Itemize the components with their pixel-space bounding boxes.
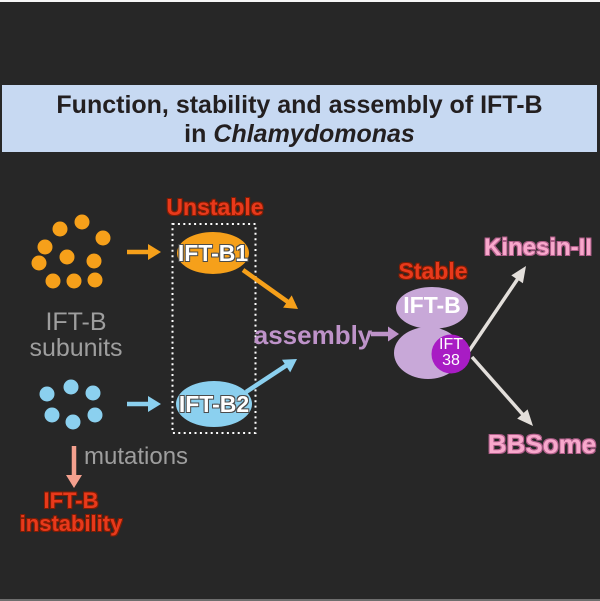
ift-b-subunits-line1: IFT-B [45,308,107,336]
ift-b-subunits-line2: subunits [29,334,123,362]
ift-b-instability-line2: instability [19,511,123,536]
ift-b-instability-label: IFT-B instability [20,489,123,535]
screen-edge-top [0,0,600,2]
screen-edge-bottom [0,599,600,601]
title-banner: Function, stability and assembly of IFT-… [2,85,597,152]
kinesin-arrow [467,266,526,352]
mutations-label: mutations [84,443,189,470]
ift-b2-ellipse [176,381,252,427]
title-organism-italic: Chlamydomonas [213,120,415,148]
blue-diagonal-arrow [244,359,297,394]
ift-b-complex-top-blob [396,287,468,329]
unstable-label: Unstable [166,194,264,220]
title-line-1: Function, stability and assembly of IFT-… [56,91,543,119]
orange-right-arrow [127,244,161,260]
assembly-right-arrow [371,326,399,342]
ift-b1-ellipse [177,232,249,274]
stable-label: Stable [398,258,468,284]
ift38-line1: IFT [439,336,463,353]
ift-b2-label: IFT-B2 [178,391,250,417]
title-line-2-prefix: in [184,120,207,148]
blue-right-arrow [127,396,161,412]
ift38-circle [431,334,471,374]
ift-b1-subunit-cluster [31,214,111,289]
bbsome-label: BBSome [487,429,597,459]
ift-b-complex-label: IFT-B [403,292,461,318]
bbsome-arrow [470,355,533,426]
ift38-line2: 38 [442,352,460,369]
mutations-down-arrow [66,446,82,488]
ift-b-instability-line1: IFT-B [43,488,99,513]
ift38-label: IFT 38 [439,337,463,369]
orange-diagonal-arrow [241,268,298,309]
title-line-2: in Chlamydomonas [2,120,597,149]
ift-b1-label: IFT-B1 [177,240,249,266]
ift-b-subunits-label: IFT-B subunits [29,309,122,361]
ift-b2-subunit-cluster [39,379,103,430]
kinesin-ii-label: Kinesin-II [483,234,593,261]
assembly-label: assembly [253,320,373,350]
